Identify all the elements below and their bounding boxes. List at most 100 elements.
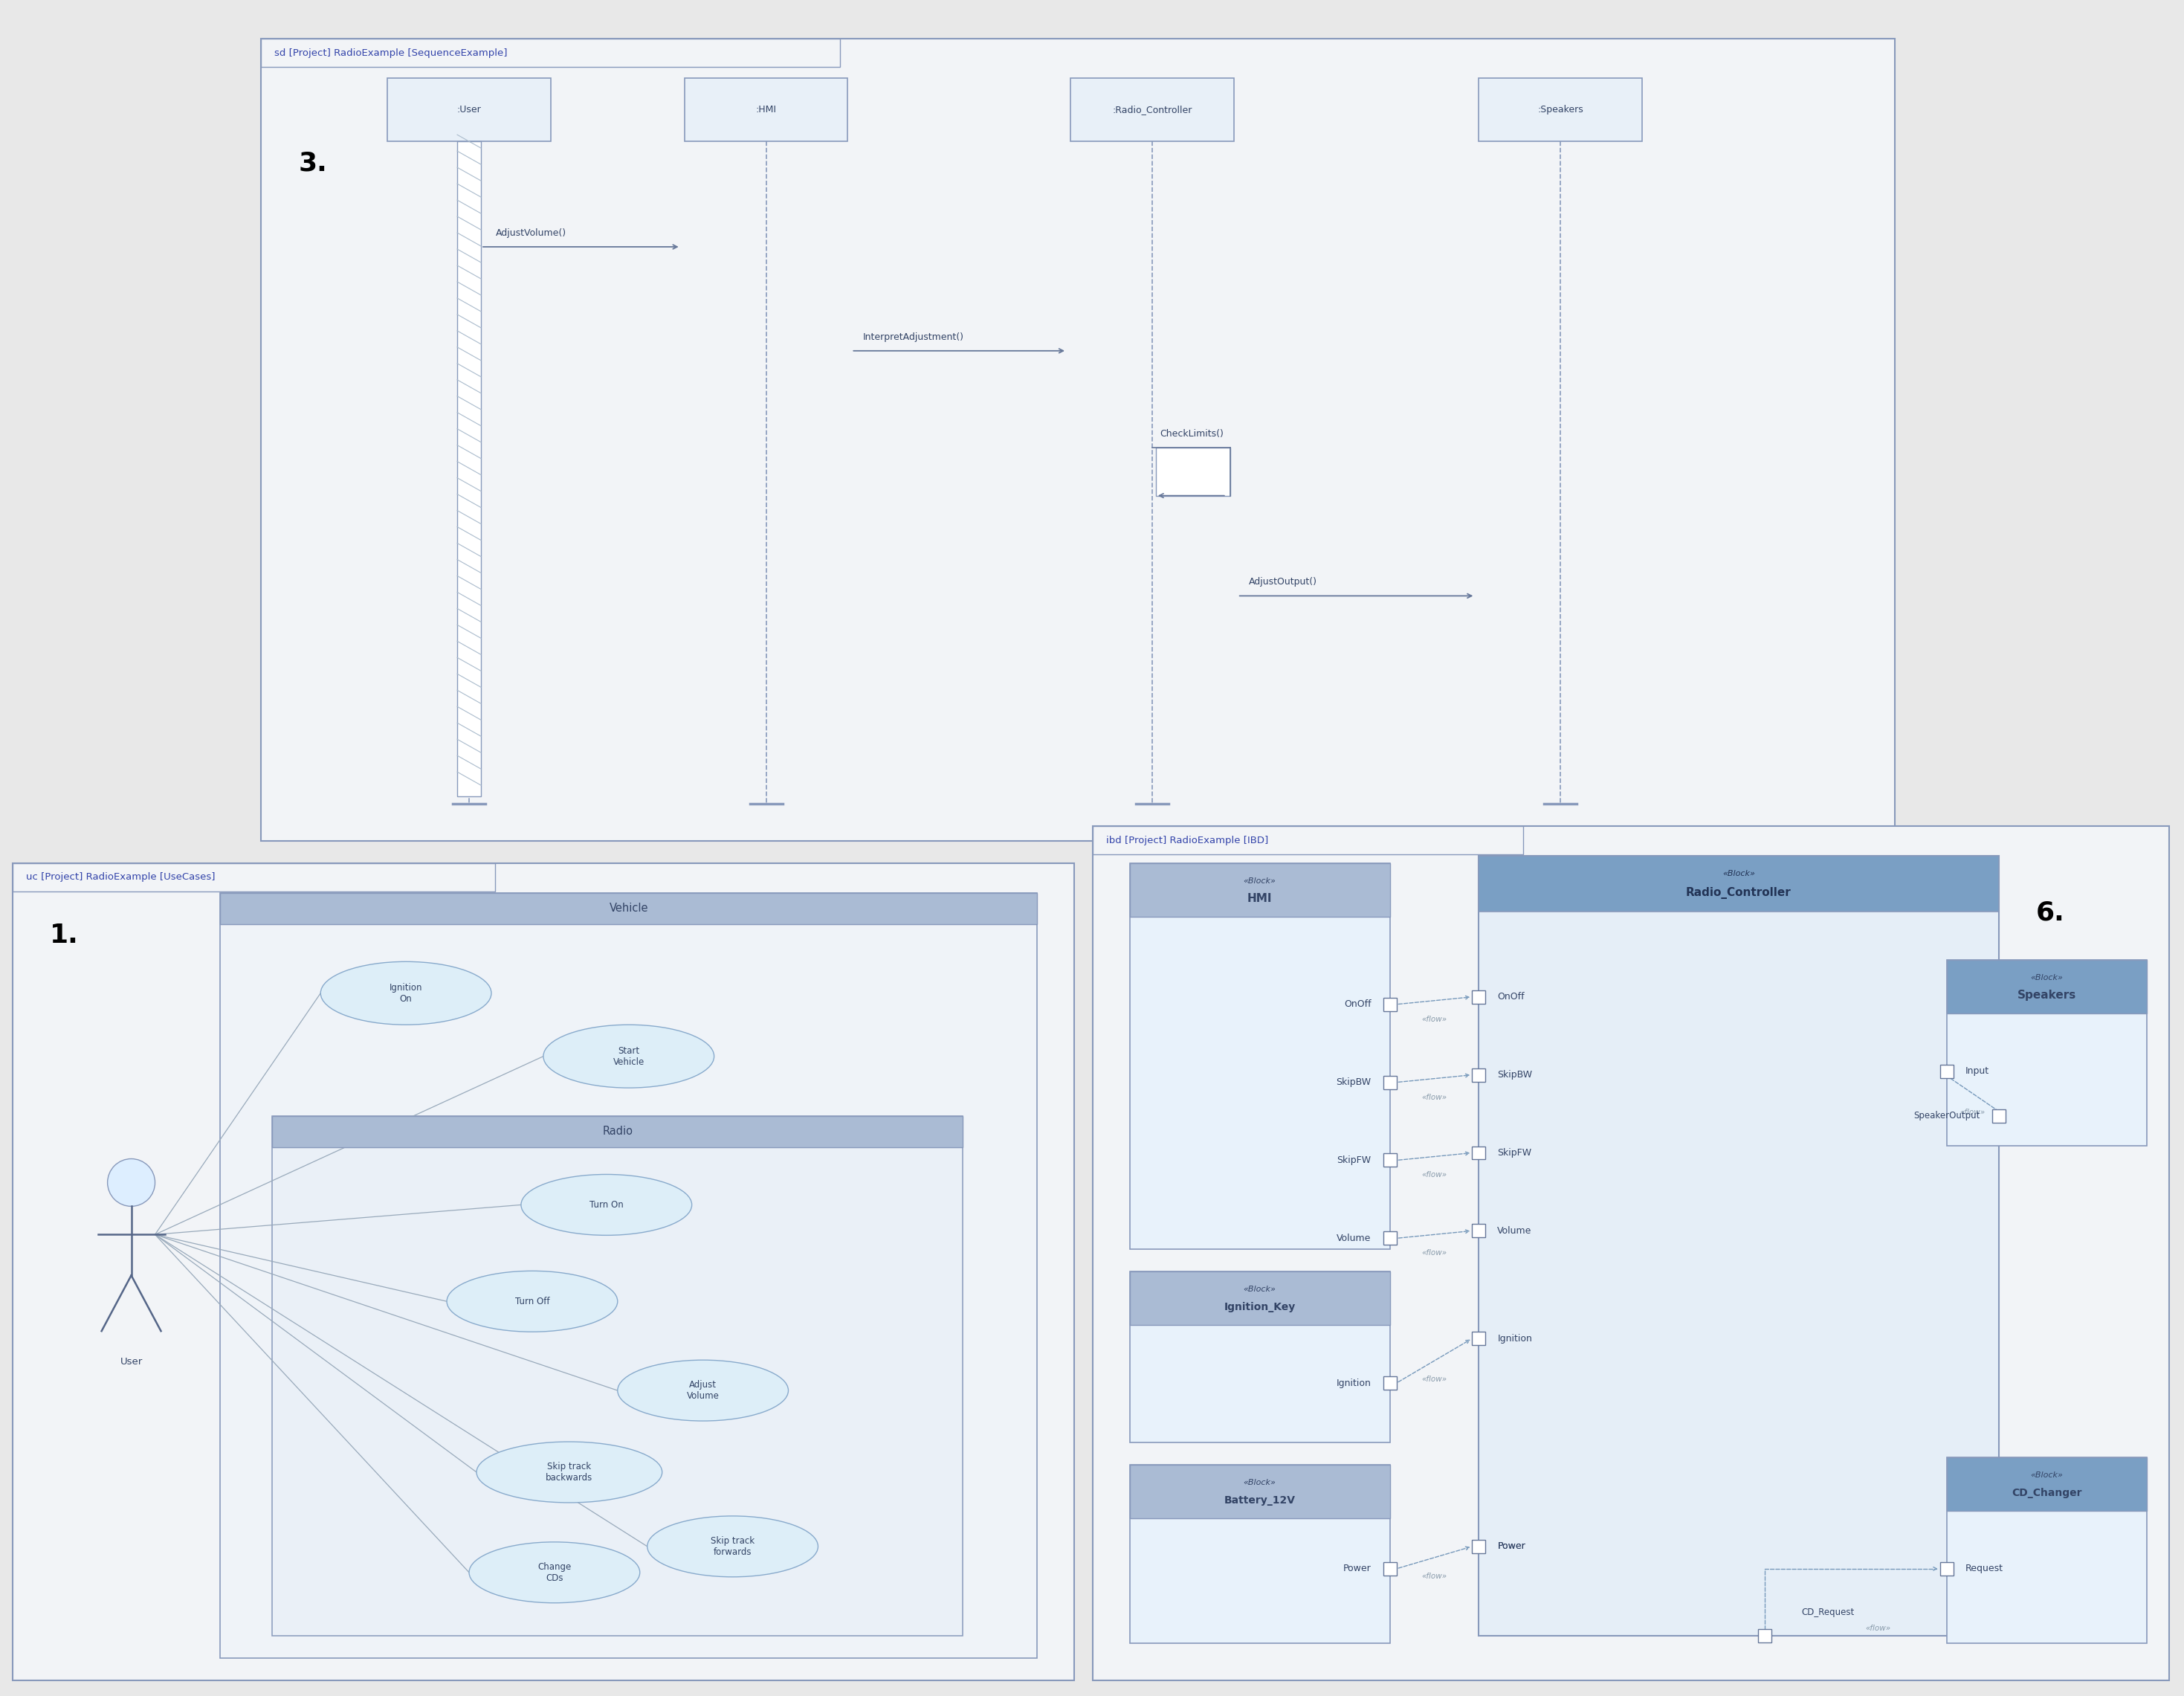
FancyBboxPatch shape xyxy=(1155,448,1230,495)
Text: Skip track
forwards: Skip track forwards xyxy=(710,1537,756,1557)
FancyBboxPatch shape xyxy=(1479,856,1998,911)
Text: Request: Request xyxy=(1966,1564,2003,1574)
FancyBboxPatch shape xyxy=(1472,990,1485,1004)
FancyBboxPatch shape xyxy=(1479,856,1998,1635)
FancyBboxPatch shape xyxy=(1092,826,2169,1681)
FancyBboxPatch shape xyxy=(1472,1068,1485,1082)
Ellipse shape xyxy=(544,1024,714,1087)
FancyBboxPatch shape xyxy=(1129,1465,1389,1643)
Text: OnOff: OnOff xyxy=(1498,992,1524,1002)
FancyBboxPatch shape xyxy=(13,863,1075,1681)
FancyBboxPatch shape xyxy=(1129,863,1389,918)
Text: 6.: 6. xyxy=(2035,901,2064,926)
Text: «Block»: «Block» xyxy=(2031,974,2064,982)
Text: «flow»: «flow» xyxy=(1422,1375,1448,1382)
FancyBboxPatch shape xyxy=(221,892,1037,924)
Text: Ignition: Ignition xyxy=(1337,1379,1372,1387)
FancyBboxPatch shape xyxy=(1129,1272,1389,1325)
Text: «flow»: «flow» xyxy=(1422,1016,1448,1023)
FancyBboxPatch shape xyxy=(1472,1540,1485,1554)
Text: ibd [Project] RadioExample [IBD]: ibd [Project] RadioExample [IBD] xyxy=(1105,836,1269,845)
Text: SkipBW: SkipBW xyxy=(1498,1070,1533,1080)
Ellipse shape xyxy=(321,962,491,1024)
FancyBboxPatch shape xyxy=(1472,1225,1485,1238)
Text: SkipBW: SkipBW xyxy=(1337,1077,1372,1087)
FancyBboxPatch shape xyxy=(1939,1065,1952,1079)
Text: :User: :User xyxy=(456,105,480,115)
FancyBboxPatch shape xyxy=(1382,997,1396,1011)
FancyBboxPatch shape xyxy=(1382,1075,1396,1089)
Text: «Block»: «Block» xyxy=(1243,1479,1275,1486)
FancyBboxPatch shape xyxy=(1946,1457,2147,1643)
Text: Power: Power xyxy=(1343,1564,1372,1574)
Text: SkipFW: SkipFW xyxy=(1337,1155,1372,1165)
FancyBboxPatch shape xyxy=(1758,1628,1771,1642)
Text: Vehicle: Vehicle xyxy=(609,902,649,914)
Text: «Block»: «Block» xyxy=(1243,877,1275,885)
Text: Power: Power xyxy=(1498,1542,1524,1552)
Text: Speakers: Speakers xyxy=(2018,990,2077,1001)
Text: Volume: Volume xyxy=(1337,1233,1372,1243)
Text: Power: Power xyxy=(1498,1542,1524,1552)
FancyBboxPatch shape xyxy=(1946,960,2147,1013)
Text: Battery_12V: Battery_12V xyxy=(1223,1496,1295,1506)
Text: «flow»: «flow» xyxy=(1422,1172,1448,1179)
Text: Radio_Controller: Radio_Controller xyxy=(1686,887,1791,899)
Ellipse shape xyxy=(448,1270,618,1331)
FancyBboxPatch shape xyxy=(1472,1331,1485,1345)
Ellipse shape xyxy=(522,1174,692,1235)
Ellipse shape xyxy=(618,1360,788,1421)
FancyBboxPatch shape xyxy=(1382,1562,1396,1576)
FancyBboxPatch shape xyxy=(1129,1465,1389,1518)
FancyBboxPatch shape xyxy=(262,39,1894,841)
Text: «flow»: «flow» xyxy=(1422,1094,1448,1101)
FancyBboxPatch shape xyxy=(1472,1146,1485,1160)
FancyBboxPatch shape xyxy=(1129,863,1389,1250)
Text: SpeakerOutput: SpeakerOutput xyxy=(1913,1111,1981,1121)
Text: 3.: 3. xyxy=(299,151,328,176)
FancyBboxPatch shape xyxy=(1992,1109,2005,1123)
Ellipse shape xyxy=(470,1542,640,1603)
FancyBboxPatch shape xyxy=(1382,1153,1396,1167)
FancyBboxPatch shape xyxy=(1129,1272,1389,1443)
Text: Turn Off: Turn Off xyxy=(515,1296,550,1306)
Text: Adjust
Volume: Adjust Volume xyxy=(686,1381,719,1401)
Text: User: User xyxy=(120,1357,142,1367)
Text: InterpretAdjustment(): InterpretAdjustment() xyxy=(863,332,963,343)
FancyBboxPatch shape xyxy=(1382,1377,1396,1389)
Text: HMI: HMI xyxy=(1247,894,1273,904)
Text: Volume: Volume xyxy=(1498,1226,1531,1236)
Text: «Block»: «Block» xyxy=(2031,1472,2064,1479)
Text: «flow»: «flow» xyxy=(1422,1250,1448,1257)
FancyBboxPatch shape xyxy=(1382,1231,1396,1245)
FancyBboxPatch shape xyxy=(1092,826,1524,855)
Text: uc [Project] RadioExample [UseCases]: uc [Project] RadioExample [UseCases] xyxy=(26,872,214,882)
Text: Input: Input xyxy=(1966,1067,1990,1075)
Text: Turn On: Turn On xyxy=(590,1201,622,1209)
Text: sd [Project] RadioExample [SequenceExample]: sd [Project] RadioExample [SequenceExamp… xyxy=(275,47,507,58)
Text: CD_Request: CD_Request xyxy=(1802,1608,1854,1616)
Text: OnOff: OnOff xyxy=(1343,999,1372,1009)
FancyBboxPatch shape xyxy=(1946,960,2147,1145)
FancyBboxPatch shape xyxy=(1939,1562,1952,1576)
Text: Change
CDs: Change CDs xyxy=(537,1562,572,1582)
FancyBboxPatch shape xyxy=(684,78,847,141)
FancyBboxPatch shape xyxy=(273,1116,963,1635)
FancyBboxPatch shape xyxy=(221,892,1037,1657)
Text: SkipFW: SkipFW xyxy=(1498,1148,1531,1158)
Text: Radio: Radio xyxy=(603,1126,633,1136)
Text: 1.: 1. xyxy=(50,923,79,948)
Text: :HMI: :HMI xyxy=(756,105,778,115)
Text: «flow»: «flow» xyxy=(1865,1625,1891,1632)
Ellipse shape xyxy=(476,1442,662,1503)
FancyBboxPatch shape xyxy=(13,863,496,892)
Text: «Block»: «Block» xyxy=(1243,1286,1275,1294)
Text: Start
Vehicle: Start Vehicle xyxy=(614,1046,644,1067)
FancyBboxPatch shape xyxy=(456,141,480,797)
Circle shape xyxy=(107,1158,155,1206)
Text: «flow»: «flow» xyxy=(1959,1107,1985,1116)
FancyBboxPatch shape xyxy=(387,78,550,141)
FancyBboxPatch shape xyxy=(273,1116,963,1146)
Text: CheckLimits(): CheckLimits() xyxy=(1160,429,1223,439)
Text: :Radio_Controller: :Radio_Controller xyxy=(1112,105,1192,115)
